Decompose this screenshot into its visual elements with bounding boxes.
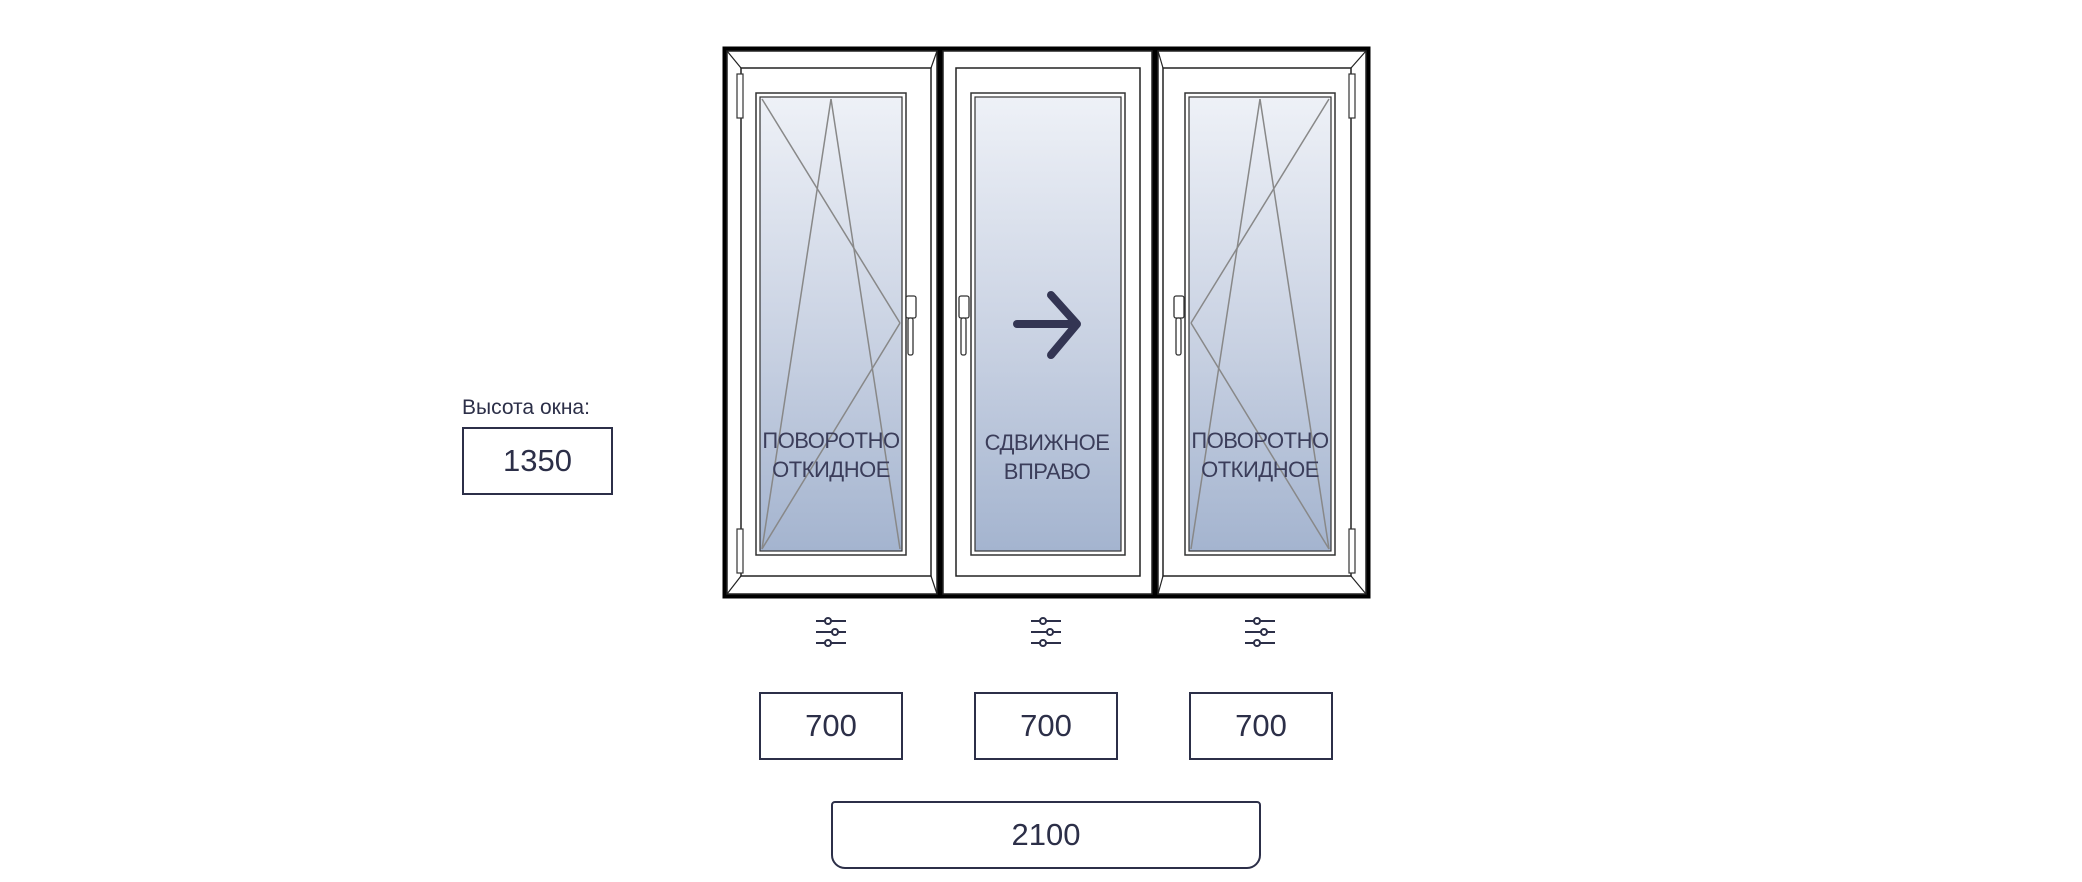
sliders-icon — [1031, 617, 1061, 647]
handle-icon — [905, 295, 917, 356]
sash-1-caption-line1: ПОВОРОТНО — [762, 428, 900, 453]
sash-1-caption-line2: ОТКИДНОЕ — [772, 457, 890, 482]
tilt-line — [830, 98, 901, 550]
tilt-line — [1190, 98, 1261, 550]
sliders-icon — [816, 617, 846, 647]
window-height-input[interactable] — [462, 427, 613, 495]
sash-1-settings-button[interactable] — [811, 612, 851, 652]
tilt-line — [761, 98, 832, 550]
sash-2[interactable]: СДВИЖНОЕ ВПРАВО — [942, 50, 1153, 595]
mullion-right — [1152, 49, 1158, 596]
tilt-line — [1259, 98, 1330, 550]
hinge-top — [1348, 73, 1356, 119]
hinge-bottom — [1348, 528, 1356, 574]
turn-line — [1190, 98, 1330, 324]
glass-pane-1 — [759, 96, 903, 552]
turn-line — [761, 322, 901, 550]
sash-3-width-input[interactable] — [1189, 692, 1333, 760]
handle-icon — [958, 295, 970, 356]
sliders-icon — [1245, 617, 1275, 647]
turn-line — [1190, 322, 1330, 550]
sash-2-settings-button[interactable] — [1026, 612, 1066, 652]
glass-pane-3 — [1188, 96, 1332, 552]
sash-1-width-input[interactable] — [759, 692, 903, 760]
turn-line — [761, 98, 901, 324]
window-height-label: Высота окна: — [462, 396, 590, 419]
mullion-left — [937, 49, 943, 596]
sash-2-caption-line2: ВПРАВО — [1004, 459, 1091, 484]
sash-3[interactable]: ПОВОРОТНО ОТКИДНОЕ — [1157, 50, 1367, 595]
sash-1[interactable]: ПОВОРОТНО ОТКИДНОЕ — [726, 50, 938, 595]
total-width-display: 2100 — [831, 801, 1261, 869]
sash-3-settings-button[interactable] — [1240, 612, 1280, 652]
sash-3-caption-line2: ОТКИДНОЕ — [1201, 457, 1319, 482]
arrow-right-icon — [1013, 291, 1081, 359]
hinge-top — [736, 73, 744, 119]
handle-icon — [1173, 295, 1185, 356]
hinge-bottom — [736, 528, 744, 574]
sash-2-caption-line1: СДВИЖНОЕ — [985, 430, 1110, 455]
sash-2-width-input[interactable] — [974, 692, 1118, 760]
sash-3-caption-line1: ПОВОРОТНО — [1191, 428, 1329, 453]
